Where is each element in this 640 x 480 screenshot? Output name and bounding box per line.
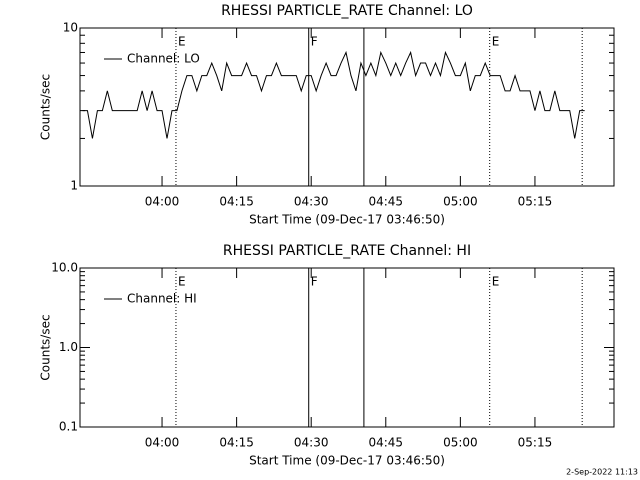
x-tick-label: 04:15 xyxy=(219,195,254,209)
chart-title: RHESSI PARTICLE_RATE Channel: LO xyxy=(221,3,473,19)
x-tick-label: 04:45 xyxy=(368,436,403,450)
x-axis-label: Start Time (09-Dec-17 03:46:50) xyxy=(249,454,445,468)
x-tick-label: 05:15 xyxy=(518,195,553,209)
footer: 2-Sep-2022 11:13 xyxy=(566,468,638,477)
x-tick-label: 04:30 xyxy=(294,436,329,450)
data-line xyxy=(82,50,585,139)
y-tick-label: 1 xyxy=(70,179,78,193)
y-axis-label: Counts/sec xyxy=(39,74,53,140)
legend-label: Channel: LO xyxy=(127,52,200,66)
y-tick-label: 10 xyxy=(63,21,78,35)
marker-label: E xyxy=(178,35,186,49)
y-tick-label: 0.1 xyxy=(59,420,78,434)
marker-label: E xyxy=(178,275,186,289)
marker-label: F xyxy=(311,275,318,289)
y-axis-label: Counts/sec xyxy=(39,314,53,380)
y-tick-label: 10.0 xyxy=(51,261,78,275)
x-tick-label: 04:00 xyxy=(145,195,180,209)
x-tick-label: 04:00 xyxy=(145,436,180,450)
x-tick-label: 04:30 xyxy=(294,195,329,209)
y-tick-label: 1.0 xyxy=(59,340,78,354)
plot-frame xyxy=(79,27,615,187)
legend-label: Channel: HI xyxy=(127,292,197,306)
x-tick-label: 04:15 xyxy=(219,436,254,450)
x-axis-label: Start Time (09-Dec-17 03:46:50) xyxy=(249,213,445,227)
marker-label: E xyxy=(492,35,500,49)
x-tick-label: 05:00 xyxy=(443,195,478,209)
chart-title: RHESSI PARTICLE_RATE Channel: HI xyxy=(223,243,471,259)
marker-label: E xyxy=(492,275,500,289)
x-tick-label: 05:00 xyxy=(443,436,478,450)
x-tick-label: 04:45 xyxy=(368,195,403,209)
marker-label: F xyxy=(311,35,318,49)
x-tick-label: 05:15 xyxy=(518,436,553,450)
